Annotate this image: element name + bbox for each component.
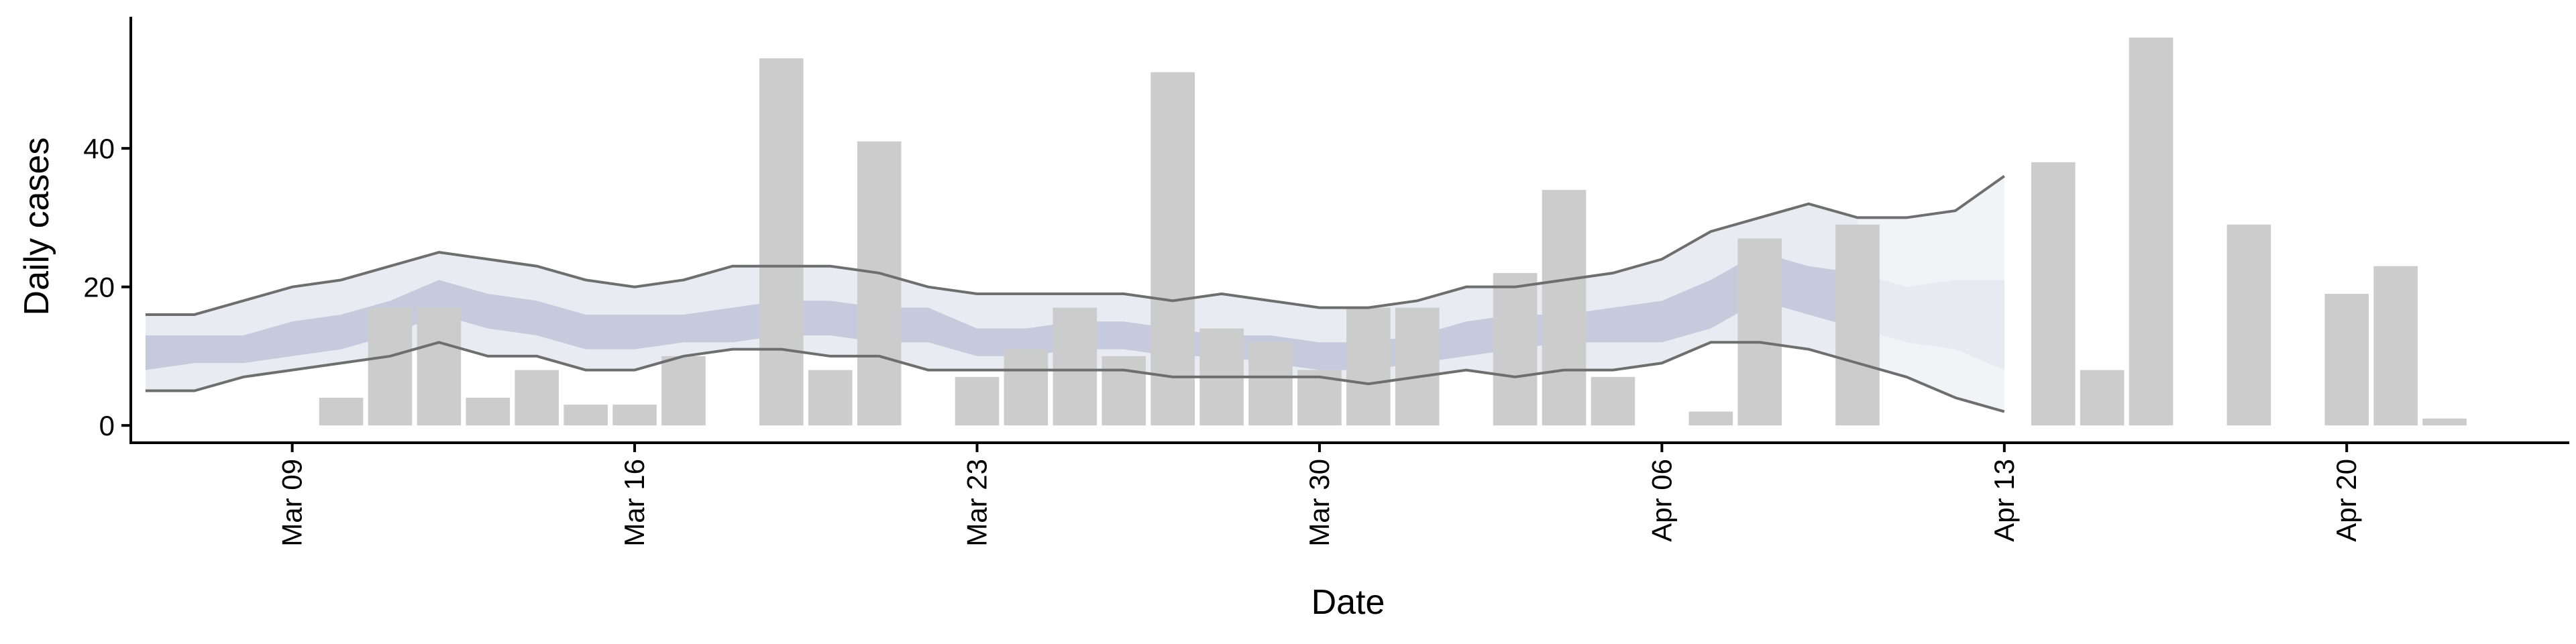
bar bbox=[1102, 356, 1146, 426]
bar bbox=[1395, 307, 1440, 426]
x-axis-title: Date bbox=[1311, 583, 1385, 622]
bar bbox=[2373, 266, 2418, 426]
x-tick-label: Mar 30 bbox=[1303, 459, 1335, 547]
bar bbox=[808, 370, 853, 426]
x-tick-label: Mar 09 bbox=[276, 459, 308, 547]
bar bbox=[417, 307, 462, 426]
lower-90-line bbox=[145, 341, 2005, 413]
bar bbox=[1004, 349, 1049, 426]
bar bbox=[2226, 224, 2271, 426]
y-axis-title: Daily cases bbox=[17, 138, 56, 316]
x-ticks: Mar 09 Mar 16 Mar 23 Mar 30 Apr 06 Apr 13 Apr … bbox=[276, 443, 2362, 547]
bar bbox=[466, 397, 511, 426]
bar bbox=[1688, 411, 1733, 426]
bar bbox=[661, 356, 706, 426]
bar bbox=[2080, 370, 2125, 426]
bar bbox=[319, 397, 364, 426]
bar bbox=[1053, 307, 1097, 426]
bar bbox=[368, 307, 413, 426]
x-tick-label: Apr 13 bbox=[1988, 459, 2020, 542]
x-tick-label: Apr 20 bbox=[2330, 459, 2362, 542]
x-tick-label: Mar 16 bbox=[619, 459, 650, 547]
bar bbox=[1542, 190, 1587, 426]
bars bbox=[319, 37, 2467, 426]
bar bbox=[1346, 307, 1391, 426]
bar bbox=[2129, 37, 2174, 426]
bar bbox=[1835, 224, 1880, 426]
bar bbox=[1493, 273, 1538, 426]
bar bbox=[2324, 294, 2369, 426]
bar bbox=[1248, 342, 1293, 426]
band-50 bbox=[145, 252, 2004, 370]
bar bbox=[1591, 376, 1635, 426]
axes bbox=[129, 17, 2569, 444]
y-tick-label: 40 bbox=[83, 133, 115, 164]
estimate-lines bbox=[145, 174, 2005, 413]
x-tick-label: Apr 06 bbox=[1646, 459, 1677, 542]
y-tick-label: 0 bbox=[99, 410, 115, 441]
bar bbox=[1737, 238, 1782, 426]
bar bbox=[955, 376, 1000, 426]
y-ticks: 0 20 40 bbox=[83, 133, 131, 441]
bar bbox=[1150, 72, 1195, 426]
y-tick-label: 20 bbox=[83, 272, 115, 303]
bar bbox=[759, 58, 804, 426]
bar bbox=[2031, 162, 2076, 426]
upper-90-line bbox=[145, 174, 2005, 316]
bar bbox=[564, 405, 608, 426]
bar bbox=[2422, 418, 2467, 426]
forecast-band bbox=[1858, 176, 2004, 412]
bar bbox=[515, 370, 559, 426]
bar bbox=[612, 405, 657, 426]
bar bbox=[857, 141, 902, 426]
x-tick-label: Mar 23 bbox=[961, 459, 992, 547]
